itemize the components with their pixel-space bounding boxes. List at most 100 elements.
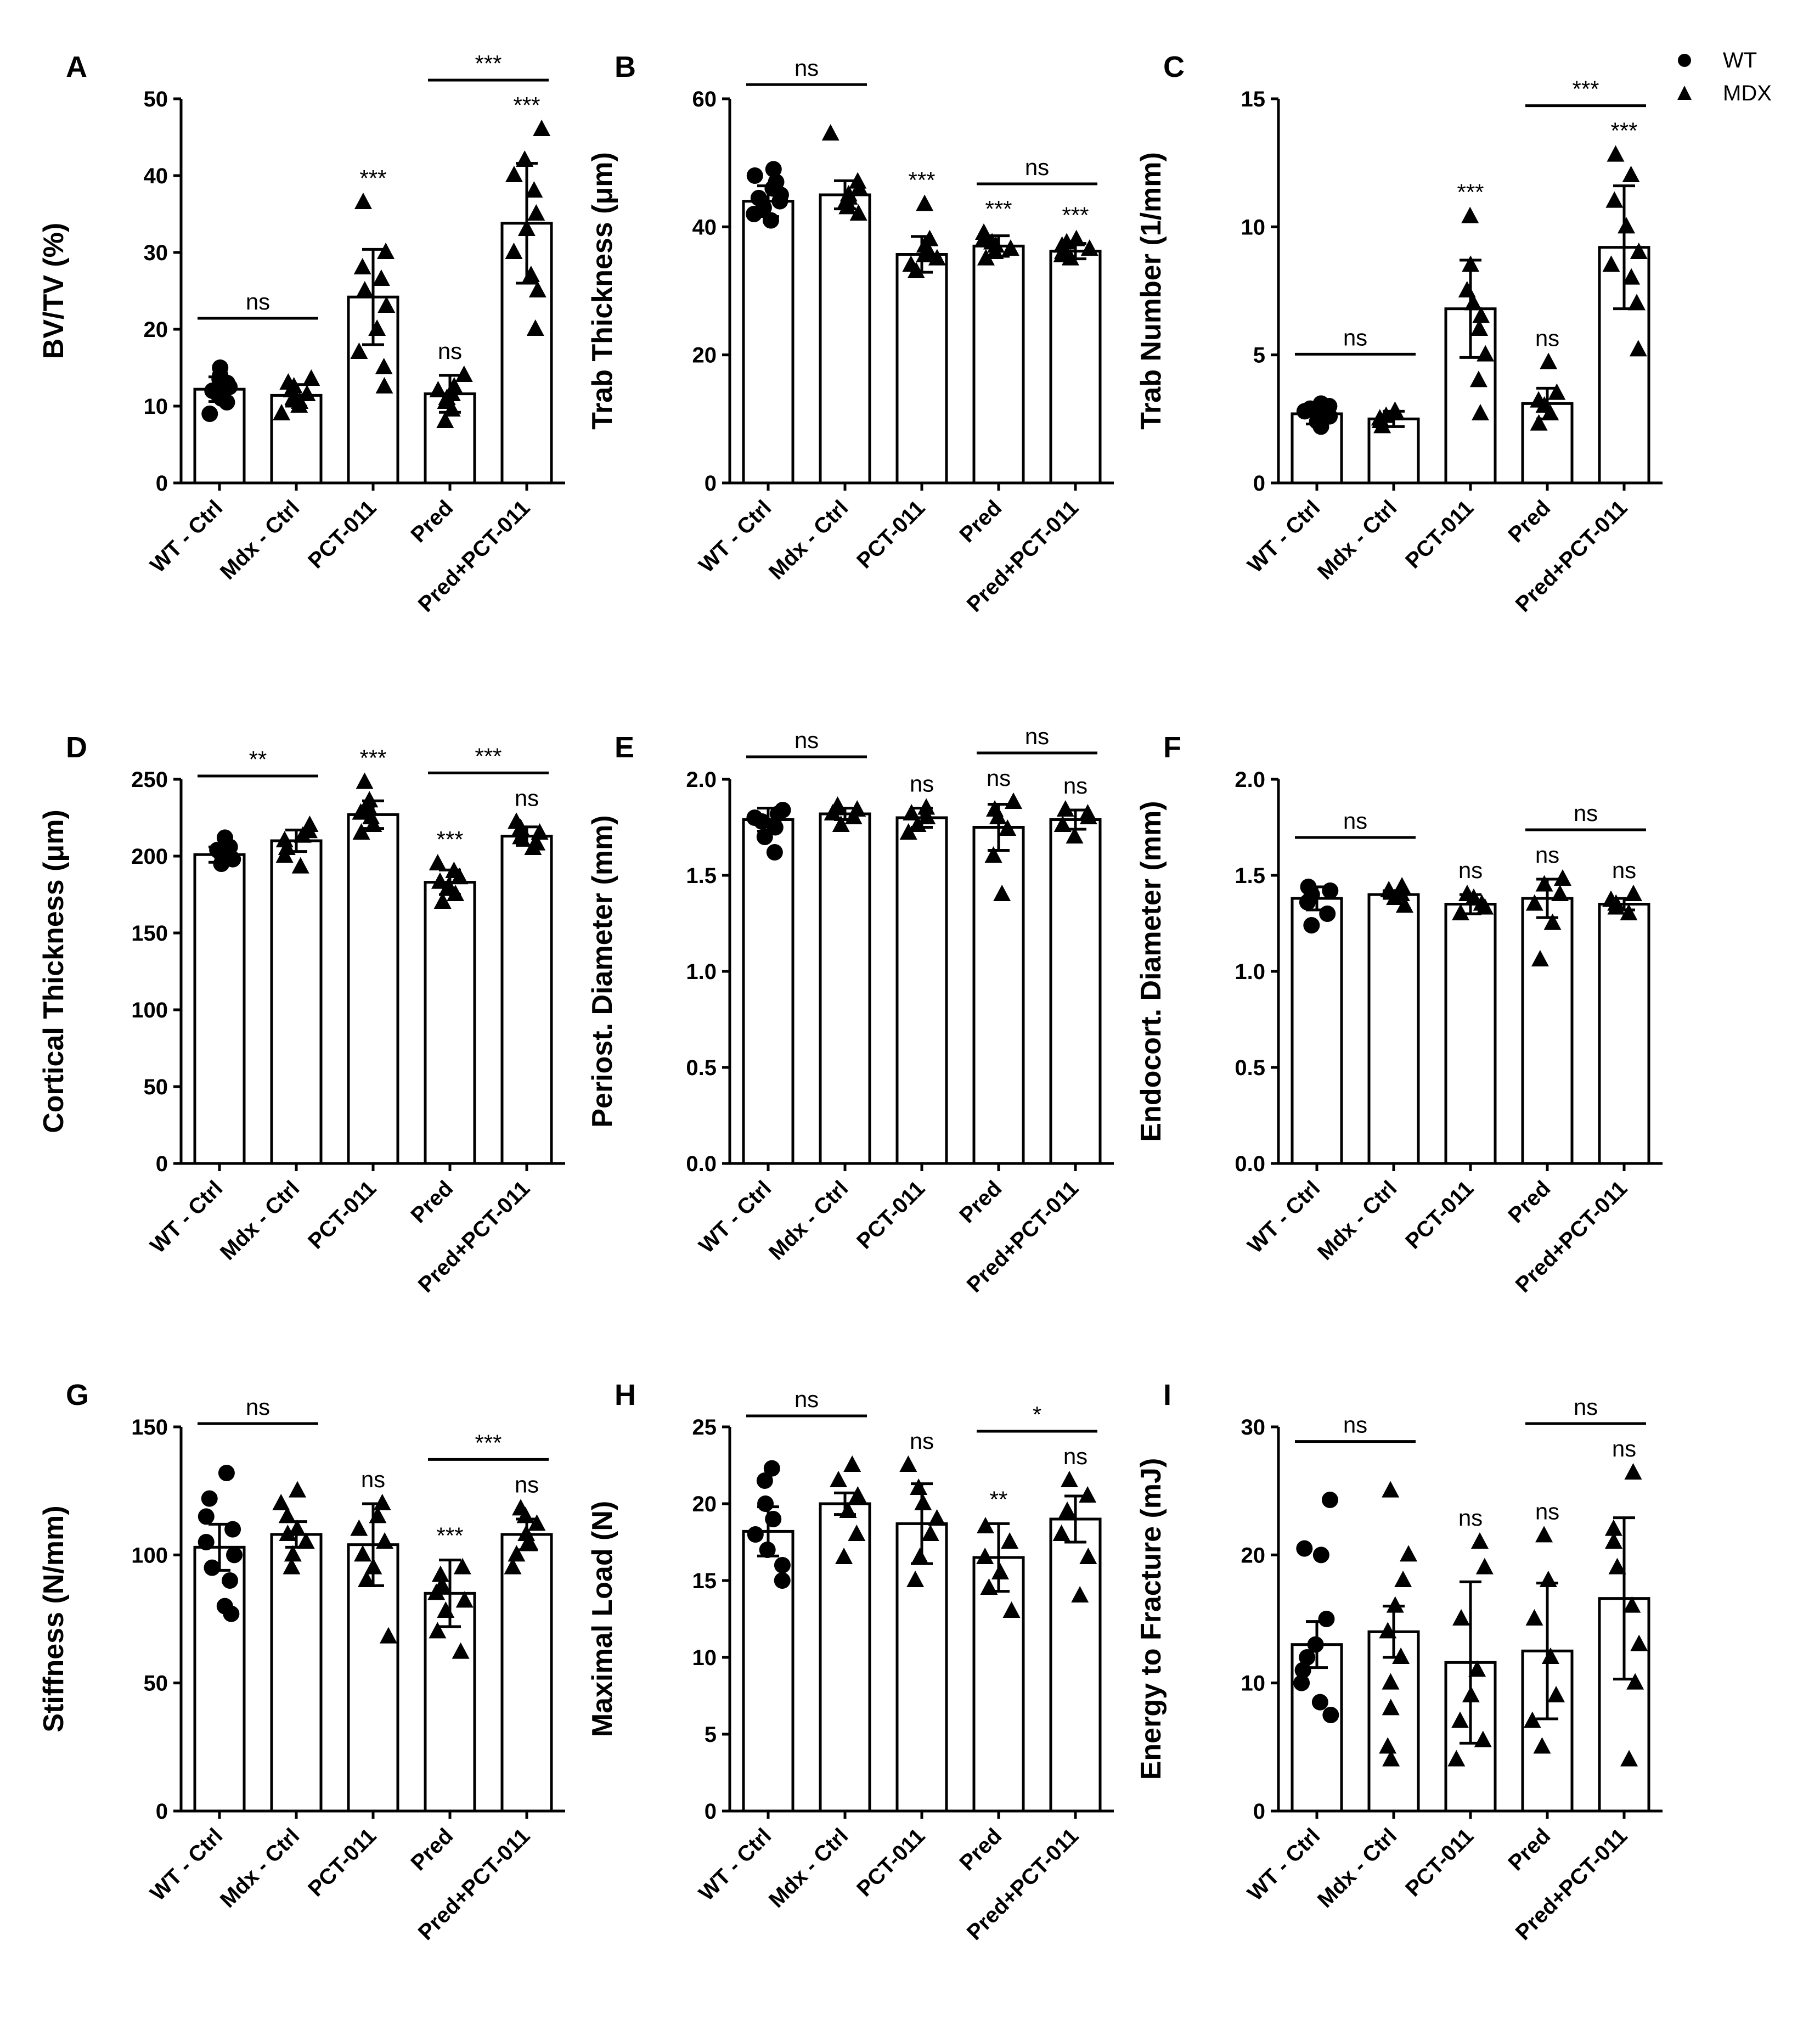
x-tick-label: Pred [1503, 496, 1555, 547]
data-point-triangle [843, 1455, 861, 1472]
x-tick-label: Pred [406, 1176, 458, 1228]
x-tick-label: WT - Ctrl [694, 496, 776, 577]
data-point-triangle [1630, 1634, 1648, 1651]
y-axis-title: Endocort. Diameter (mm) [1135, 801, 1167, 1141]
data-point-circle [774, 1557, 791, 1573]
data-bar [270, 1533, 323, 1813]
x-tick-label: WT - Ctrl [1243, 496, 1325, 577]
significance-label: ** [990, 1486, 1008, 1512]
data-point-triangle [1551, 885, 1569, 901]
bracket-label: *** [1572, 76, 1599, 102]
data-point-triangle [999, 819, 1017, 836]
data-point-circle [1293, 1674, 1310, 1691]
data-bar [193, 1545, 246, 1813]
bracket-label: ns [795, 55, 819, 81]
x-tick-label: PCT-011 [852, 1176, 929, 1253]
y-axis-title: Stiffness (N/mm) [38, 1505, 70, 1732]
legend: WT MDX [1668, 44, 1805, 115]
data-bar [742, 818, 795, 1165]
legend-circle-icon [1678, 54, 1691, 67]
data-point-triangle [360, 791, 379, 808]
data-point-triangle [452, 1642, 470, 1659]
data-point-triangle [1071, 1586, 1089, 1602]
data-point-triangle [1607, 145, 1625, 162]
data-bar [193, 387, 246, 485]
x-tick-label: Pred [955, 1824, 1006, 1875]
data-point-triangle [1623, 1596, 1641, 1613]
significance-label: ns [1063, 1443, 1088, 1469]
data-point-circle [201, 1490, 218, 1507]
data-point-triangle [353, 258, 371, 274]
data-point-triangle [974, 223, 993, 240]
data-point-triangle [1052, 1525, 1070, 1541]
x-tick-label: Mdx - Ctrl [1313, 1824, 1402, 1913]
data-bar [1049, 1517, 1102, 1813]
data-point-triangle [848, 800, 866, 817]
data-point-triangle [1604, 1519, 1622, 1536]
data-point-triangle [431, 1565, 449, 1582]
data-point-triangle [849, 172, 867, 189]
significance-label: *** [436, 1523, 463, 1549]
data-point-triangle [453, 1557, 471, 1574]
y-tick-label: 0 [156, 471, 168, 496]
data-bar [972, 1556, 1025, 1813]
bracket-label: ns [1343, 1412, 1367, 1438]
x-tick-label: Pred [406, 1824, 458, 1875]
data-bar [193, 853, 246, 1165]
data-point-triangle [526, 319, 544, 336]
data-point-circle [746, 809, 763, 826]
data-point-circle [1321, 1492, 1338, 1508]
data-point-triangle [1468, 1660, 1486, 1677]
data-point-circle [1312, 1547, 1329, 1564]
y-tick-label: 25 [692, 1415, 717, 1439]
y-tick-label: 2.0 [1235, 768, 1265, 792]
y-axis-title: Cortical Thickness (μm) [38, 809, 70, 1133]
significance-label: ns [1612, 1436, 1636, 1461]
panel-letter: A [66, 50, 87, 83]
x-tick-label: Pred [406, 496, 458, 547]
data-point-circle [201, 406, 218, 422]
data-point-triangle [1080, 239, 1098, 256]
x-tick-label: Mdx - Ctrl [764, 1176, 853, 1265]
x-tick-label: PCT-011 [852, 1824, 929, 1901]
data-point-triangle [504, 1557, 522, 1574]
data-point-circle [198, 1534, 215, 1550]
data-point-triangle [1001, 239, 1019, 256]
y-tick-label: 0.5 [686, 1056, 717, 1080]
data-point-triangle [278, 1506, 296, 1523]
data-point-triangle [1056, 800, 1074, 817]
y-tick-label: 0.0 [686, 1152, 717, 1176]
data-point-triangle [911, 1548, 929, 1564]
data-point-triangle [433, 892, 452, 909]
data-point-triangle [1605, 1532, 1623, 1549]
data-point-triangle [848, 1525, 866, 1541]
significance-label: *** [359, 165, 386, 191]
data-point-circle [756, 829, 773, 845]
data-point-triangle [1475, 1557, 1494, 1574]
bracket-label: ns [1343, 324, 1367, 350]
data-point-triangle [1060, 1471, 1078, 1487]
data-point-triangle [1547, 1686, 1565, 1702]
data-bar [895, 253, 948, 485]
significance-label: ns [1458, 1505, 1483, 1531]
data-bar [1367, 893, 1420, 1165]
data-point-triangle [830, 1471, 848, 1487]
data-point-triangle [921, 1525, 939, 1541]
y-tick-label: 15 [692, 1569, 717, 1593]
legend-label: MDX [1723, 81, 1772, 105]
data-point-triangle [1058, 1502, 1077, 1518]
data-point-triangle [928, 1509, 946, 1526]
data-point-circle [1322, 1707, 1339, 1723]
data-point-circle [774, 802, 791, 818]
legend-item-wt: WT [1668, 44, 1805, 77]
x-tick-label: WT - Ctrl [1243, 1176, 1325, 1258]
data-point-triangle [275, 831, 294, 847]
significance-label: ns [515, 1471, 539, 1497]
data-point-triangle [1540, 352, 1558, 369]
panel-letter: D [66, 731, 87, 764]
data-point-triangle [528, 1514, 546, 1531]
data-point-triangle [976, 1548, 994, 1564]
data-point-triangle [977, 1517, 995, 1533]
data-point-triangle [531, 823, 549, 840]
data-point-circle [222, 1572, 239, 1589]
